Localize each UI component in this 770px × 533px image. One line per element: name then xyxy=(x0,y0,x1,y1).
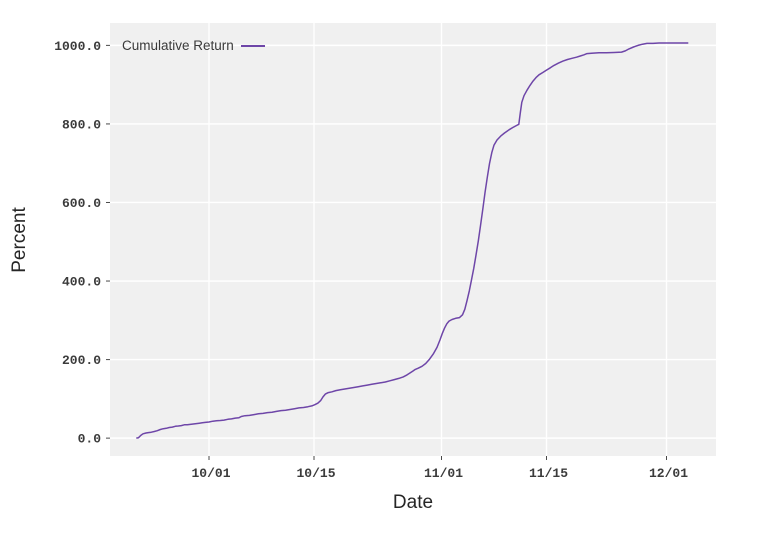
y-tick-label: 1000.0 xyxy=(54,39,101,54)
x-tick-label: 11/01 xyxy=(424,466,463,481)
y-tick-label: 0.0 xyxy=(78,432,102,447)
x-axis-label: Date xyxy=(392,492,434,513)
legend-line-sample xyxy=(240,44,265,47)
x-tick-label: 10/01 xyxy=(191,466,230,481)
cumulative-return-line xyxy=(136,42,689,439)
x-tick-label: 11/15 xyxy=(529,466,568,481)
y-tick-label: 600.0 xyxy=(62,196,101,211)
y-tick-label: 800.0 xyxy=(62,117,101,132)
legend-label: Cumulative Return xyxy=(122,38,234,53)
y-tick-label: 400.0 xyxy=(62,275,101,290)
x-tick-label: 12/01 xyxy=(649,466,688,481)
y-axis-label: Percent xyxy=(9,207,30,273)
legend: Cumulative Return xyxy=(122,38,265,53)
x-tick-label: 10/15 xyxy=(296,466,335,481)
y-tick-label: 200.0 xyxy=(62,353,101,368)
plot-panel xyxy=(110,23,716,456)
